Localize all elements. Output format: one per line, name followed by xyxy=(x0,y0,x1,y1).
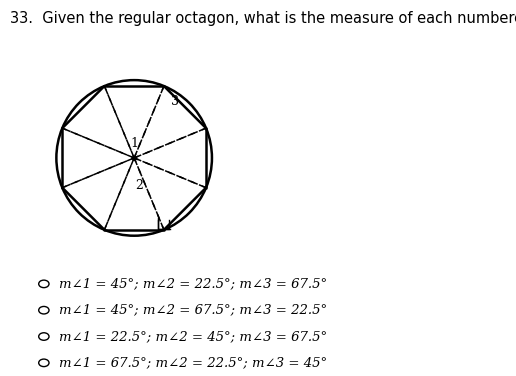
Text: m∠1 = 45°; m∠2 = 22.5°; m∠3 = 67.5°: m∠1 = 45°; m∠2 = 22.5°; m∠3 = 67.5° xyxy=(59,277,328,290)
Text: m∠1 = 67.5°; m∠2 = 22.5°; m∠3 = 45°: m∠1 = 67.5°; m∠2 = 22.5°; m∠3 = 45° xyxy=(59,356,328,369)
Text: m∠1 = 22.5°; m∠2 = 45°; m∠3 = 67.5°: m∠1 = 22.5°; m∠2 = 45°; m∠3 = 67.5° xyxy=(59,330,328,343)
Text: 1: 1 xyxy=(130,137,138,150)
Text: m∠1 = 45°; m∠2 = 67.5°; m∠3 = 22.5°: m∠1 = 45°; m∠2 = 67.5°; m∠3 = 22.5° xyxy=(59,304,328,317)
Text: 33.  Given the regular octagon, what is the measure of each numbered angle?: 33. Given the regular octagon, what is t… xyxy=(10,11,516,26)
Text: 3: 3 xyxy=(171,96,179,108)
Text: 2: 2 xyxy=(136,179,143,192)
